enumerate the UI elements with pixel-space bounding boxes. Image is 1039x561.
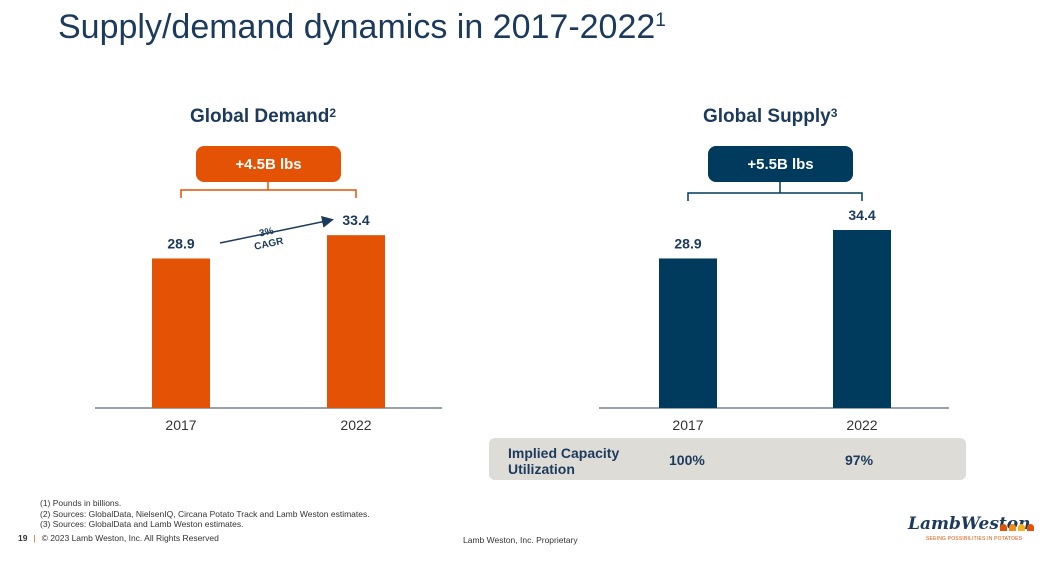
lamb-weston-logo: LambWeston SEEING POSSIBILITIES IN POTAT… xyxy=(908,514,1034,550)
demand-change-badge: +4.5B lbs xyxy=(196,146,341,182)
cagr-label: 3%CAGR xyxy=(251,224,285,253)
footer-separator: | xyxy=(33,533,36,543)
supply-category-label-2022: 2022 xyxy=(846,417,877,433)
capacity-utilization-label: Implied Capacity Utilization xyxy=(508,445,620,477)
logo-dot-2 xyxy=(1009,524,1016,531)
capacity-value-2022: 97% xyxy=(845,452,874,468)
logo-tagline: SEEING POSSIBILITIES IN POTATOES xyxy=(926,536,1023,542)
page-title: Supply/demand dynamics in 2017-20221 xyxy=(58,8,666,47)
proprietary-text: Lamb Weston, Inc. Proprietary xyxy=(463,535,578,545)
logo-dot-3 xyxy=(1018,524,1025,531)
logo-dot-4 xyxy=(1027,524,1034,531)
supply-value-label-2017: 28.9 xyxy=(674,235,701,251)
page-number: 19 xyxy=(18,533,28,543)
demand-bar-2022 xyxy=(327,235,385,408)
demand-value-label-2022: 33.4 xyxy=(342,212,369,228)
demand-category-label-2017: 2017 xyxy=(165,417,196,433)
demand-change-text: +4.5B lbs xyxy=(235,155,302,173)
supply-bracket xyxy=(687,192,863,201)
capacity-value-2017: 100% xyxy=(669,452,705,468)
supply-value-label-2022: 34.4 xyxy=(848,207,875,223)
footnote-3: (3) Sources: GlobalData and Lamb Weston … xyxy=(40,519,244,529)
logo-dot-1 xyxy=(1000,524,1007,531)
page-title-text: Supply/demand dynamics in 2017-2022 xyxy=(58,8,656,46)
page-title-footnote: 1 xyxy=(655,10,666,31)
footnotes: (1) Pounds in billions. (2) Sources: Glo… xyxy=(40,498,370,530)
capacity-utilization-row: Implied Capacity Utilization 100% 97% xyxy=(489,438,966,480)
logo-wordmark: LambWeston xyxy=(908,514,1031,534)
demand-bar-2017 xyxy=(152,258,210,408)
cagr-arrow xyxy=(219,215,334,244)
supply-title: Global Supply3 xyxy=(703,106,837,128)
logo-potato-icon xyxy=(1000,524,1034,531)
demand-value-label-2017: 28.9 xyxy=(167,235,194,251)
footer-left: 19 | © 2023 Lamb Weston, Inc. All Rights R… xyxy=(18,533,219,543)
copyright-text: © 2023 Lamb Weston, Inc. All Rights Rese… xyxy=(41,533,219,543)
demand-title-footnote: 2 xyxy=(329,106,337,120)
supply-category-label-2017: 2017 xyxy=(672,417,703,433)
supply-bar-2017 xyxy=(659,258,717,408)
supply-bar-2022 xyxy=(833,230,891,408)
footnote-2: (2) Sources: GlobalData, NielsenIQ, Circ… xyxy=(40,508,370,519)
supply-title-footnote: 3 xyxy=(830,106,838,120)
supply-change-badge: +5.5B lbs xyxy=(708,146,853,182)
supply-change-text: +5.5B lbs xyxy=(747,155,814,173)
footnote-1: (1) Pounds in billions. xyxy=(40,498,122,508)
demand-title-text: Global Demand xyxy=(190,106,330,127)
demand-category-label-2022: 2022 xyxy=(340,417,371,433)
supply-title-text: Global Supply xyxy=(703,106,831,127)
demand-title: Global Demand2 xyxy=(190,106,336,128)
demand-bracket xyxy=(180,189,357,198)
